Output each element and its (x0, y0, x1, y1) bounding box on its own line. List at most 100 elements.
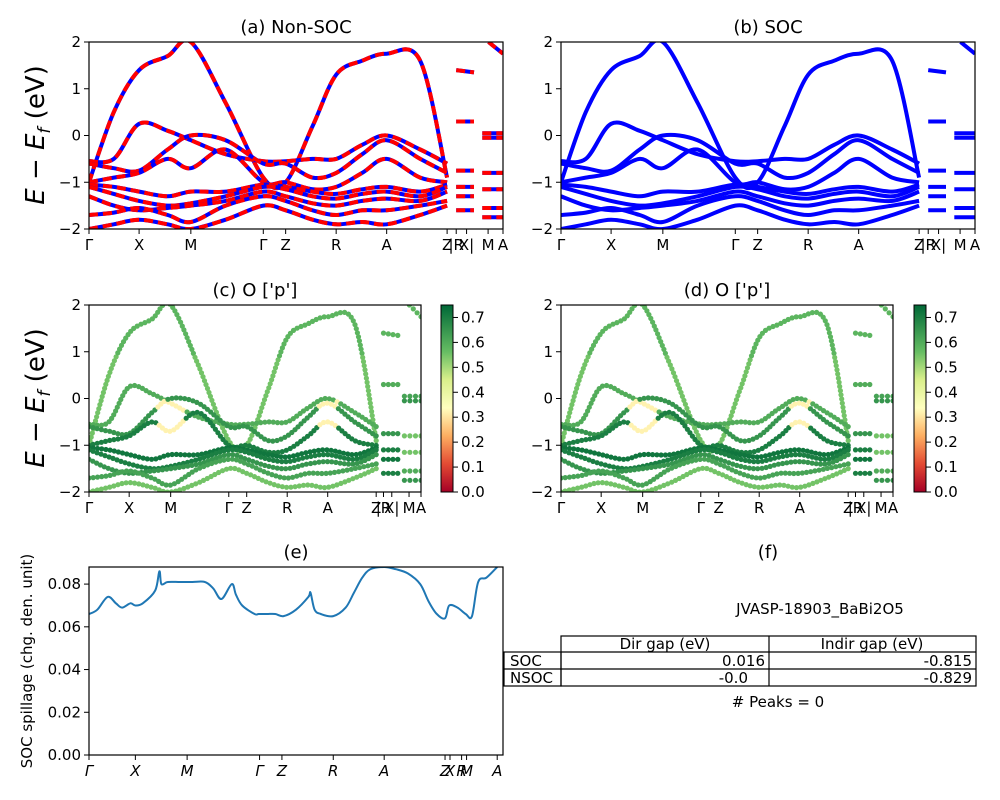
panel-c-point (212, 405, 218, 411)
panel-d-point (793, 314, 799, 320)
panel-c-point (359, 350, 365, 356)
panel-c-point (190, 398, 196, 404)
panel-d-point (764, 484, 770, 490)
panel-c-point (186, 452, 192, 458)
panel-c-point (182, 396, 188, 402)
panel-d-point (569, 402, 575, 408)
panel-c-point (247, 436, 253, 442)
panel-c-point (203, 382, 209, 388)
panel-c-point (177, 395, 184, 401)
panel-c-point (257, 409, 264, 415)
panel-c-point (279, 449, 285, 455)
panel-b-xtick-label: Z (753, 236, 763, 254)
panel-c-xtick-label: |R (376, 499, 391, 517)
panel-c-point (309, 482, 315, 488)
panel-d-point (805, 459, 811, 465)
panel-a-band-1-overlay (89, 120, 449, 166)
panel-c-point (160, 488, 166, 492)
panel-c-point (156, 487, 162, 492)
panel-c-point (324, 447, 330, 453)
panel-d-point (890, 477, 893, 483)
panel-d-point (579, 484, 585, 490)
panel-d-point (750, 466, 757, 472)
panel-a-band-6-overlay (89, 189, 448, 213)
panel-d-point (878, 305, 884, 308)
panel-c-point (305, 482, 311, 488)
panel-d-point (762, 453, 769, 459)
panel-d-point (574, 438, 581, 444)
panel-c-point (333, 453, 339, 459)
panel-c-point (373, 433, 379, 439)
panel-c-point (232, 425, 238, 431)
panel-c-point (267, 381, 273, 387)
panel-d-point (562, 448, 568, 454)
panel-c-point (163, 482, 169, 488)
panel-c-point (306, 470, 312, 476)
panel-c-point (401, 393, 407, 399)
panel-d-point (733, 469, 739, 475)
panel-d-point (766, 325, 772, 331)
panel-c-point (223, 466, 230, 472)
panel-c-point (325, 419, 331, 425)
panel-d-xtick-label: A (888, 499, 899, 517)
panel-d-point (873, 393, 880, 399)
panel-d-point (845, 438, 851, 444)
panel-c-point (311, 448, 317, 454)
panel-c-point (303, 450, 309, 456)
panel-d-point (879, 398, 885, 404)
panel-c-point (217, 454, 223, 460)
panel-c-xtick-label: Z (242, 499, 252, 517)
panel-d-point (766, 473, 772, 479)
panel-c-point (229, 447, 235, 453)
panel-c-point (111, 483, 117, 489)
panel-d-point (730, 454, 736, 460)
panel-c-point (127, 383, 134, 389)
panel-d-point (670, 370, 677, 376)
panel-d-point (845, 452, 851, 458)
panel-c-point (100, 389, 106, 396)
panel-c-point (362, 471, 368, 477)
panel-d-point (721, 432, 727, 438)
panel-c-point (102, 453, 108, 459)
panel-d-point (718, 450, 724, 456)
panel-c-point (229, 456, 235, 462)
panel-d-ytick-label: −1 (531, 436, 553, 454)
panel-c-point (357, 342, 363, 348)
panel-d-point (706, 447, 712, 453)
panel-d-point (783, 448, 789, 454)
panel-c-point (104, 377, 110, 383)
panel-c-point (365, 388, 371, 394)
panel-d-point (570, 486, 577, 492)
panel-c-point (329, 459, 335, 465)
panel-b-band-2 (561, 132, 921, 181)
panel-c-point (274, 453, 280, 459)
panel-d-point (661, 482, 667, 488)
panel-d-point (767, 463, 773, 469)
panel-c-point (358, 459, 364, 465)
panel-d-point (616, 483, 622, 489)
ylabel-spillage: SOC spillage (chg. den. unit) (18, 554, 36, 769)
panel-c-point (373, 438, 379, 444)
panel-d-point (729, 409, 736, 415)
panel-d-point (884, 433, 891, 439)
panel-d-point (884, 398, 891, 404)
panel-e-ytick-label: 0.08 (48, 575, 81, 593)
panel-a-ytick-label: 0 (71, 127, 81, 145)
panel-d-point (828, 338, 835, 344)
panel-c-point (98, 486, 104, 492)
panel-c-point (368, 404, 374, 410)
panel-c-point (98, 427, 104, 433)
panel-d-point (697, 456, 703, 462)
panel-c-point (147, 468, 153, 474)
panel-c-point (355, 334, 362, 340)
colorbar-c-tick-label: 0.6 (461, 333, 485, 351)
panel-d-point (820, 466, 826, 472)
panel-c-point (269, 452, 276, 458)
panel-a-xtick-label: Z (281, 236, 291, 254)
panel-d-point (792, 459, 798, 465)
panel-d-point (604, 480, 610, 486)
panel-a-xtick-label: Γ (259, 236, 268, 254)
panel-c-point (237, 458, 244, 464)
panel-c-xtick-label: A (416, 499, 427, 517)
panel-c-point (302, 322, 308, 328)
